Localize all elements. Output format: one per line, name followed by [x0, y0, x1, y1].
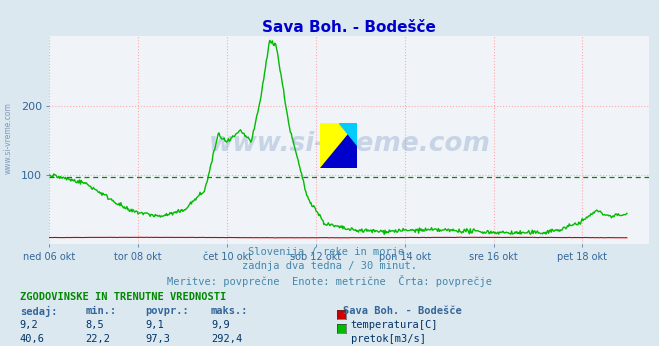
Text: maks.:: maks.:: [211, 306, 248, 316]
Text: www.si-vreme.com: www.si-vreme.com: [208, 131, 490, 157]
Text: 8,5: 8,5: [86, 320, 104, 330]
Text: 9,1: 9,1: [145, 320, 163, 330]
Text: www.si-vreme.com: www.si-vreme.com: [3, 102, 13, 174]
Text: 97,3: 97,3: [145, 334, 170, 344]
Text: min.:: min.:: [86, 306, 117, 316]
Text: Sava Boh. - Bodešče: Sava Boh. - Bodešče: [343, 306, 461, 316]
Polygon shape: [320, 123, 357, 168]
Text: 9,2: 9,2: [20, 320, 38, 330]
Polygon shape: [320, 123, 357, 168]
Title: Sava Boh. - Bodešče: Sava Boh. - Bodešče: [262, 20, 436, 35]
Text: 22,2: 22,2: [86, 334, 111, 344]
Text: 292,4: 292,4: [211, 334, 242, 344]
Text: pretok[m3/s]: pretok[m3/s]: [351, 334, 426, 344]
Text: 40,6: 40,6: [20, 334, 45, 344]
Text: sedaj:: sedaj:: [20, 306, 57, 317]
Text: 9,9: 9,9: [211, 320, 229, 330]
Text: zadnja dva tedna / 30 minut.: zadnja dva tedna / 30 minut.: [242, 261, 417, 271]
Text: povpr.:: povpr.:: [145, 306, 188, 316]
Polygon shape: [339, 123, 357, 145]
Text: ZGODOVINSKE IN TRENUTNE VREDNOSTI: ZGODOVINSKE IN TRENUTNE VREDNOSTI: [20, 292, 226, 302]
Text: temperatura[C]: temperatura[C]: [351, 320, 438, 330]
Text: Meritve: povprečne  Enote: metrične  Črta: povprečje: Meritve: povprečne Enote: metrične Črta:…: [167, 275, 492, 287]
Text: Slovenija / reke in morje.: Slovenija / reke in morje.: [248, 247, 411, 257]
